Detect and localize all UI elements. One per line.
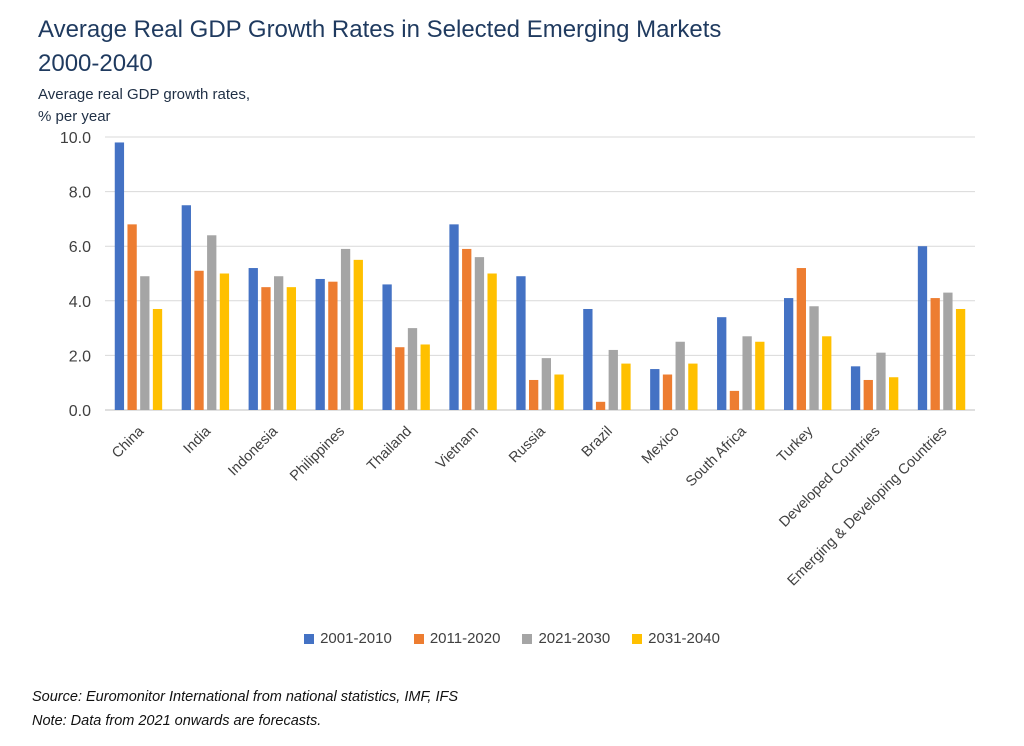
bar	[395, 347, 405, 410]
bar	[353, 259, 363, 410]
bar	[863, 379, 873, 410]
bar-chart: 0.0 2.0 4.0 6.0 8.0 10.0 China India Indonesia P…	[60, 130, 975, 589]
bar	[850, 366, 861, 410]
bar	[930, 298, 940, 410]
bar	[529, 379, 539, 410]
bar	[662, 374, 673, 410]
bar	[286, 287, 297, 410]
x-tick-label: Thailand	[364, 424, 415, 475]
bars	[114, 142, 966, 410]
y-axis-label-line1: Average real GDP growth rates,	[38, 86, 251, 103]
bar	[248, 268, 258, 410]
bar	[261, 287, 271, 410]
bar	[420, 344, 430, 410]
bar	[194, 270, 204, 410]
legend-item: 2021-2030	[522, 630, 610, 647]
bar	[621, 363, 631, 410]
chart-title-line1: Average Real GDP Growth Rates in Selecte…	[38, 16, 722, 43]
bar	[382, 284, 392, 410]
bar	[474, 257, 485, 410]
legend-label: 2011-2020	[429, 630, 501, 647]
y-axis-ticks: 0.0 2.0 4.0 6.0 8.0 10.0	[60, 130, 91, 420]
bar	[650, 369, 660, 410]
legend-label: 2001-2010	[320, 630, 392, 647]
x-axis-ticks: China India Indonesia Philippines Thailand Vi…	[109, 423, 950, 589]
bar	[207, 235, 217, 410]
x-tick-label: Indonesia	[225, 423, 281, 479]
x-tick-label: Vietnam	[433, 424, 482, 473]
y-tick-label: 6.0	[69, 239, 91, 256]
bar	[876, 352, 886, 410]
bar	[554, 374, 564, 410]
bar	[755, 341, 765, 410]
gridlines	[105, 136, 975, 411]
bar	[809, 306, 819, 410]
bar	[917, 246, 928, 410]
bar	[717, 317, 727, 410]
bar	[516, 276, 526, 410]
bar	[449, 224, 459, 410]
legend-label: 2031-2040	[648, 630, 720, 647]
bar	[127, 224, 137, 410]
chart-title-line2: 2000-2040	[38, 50, 153, 77]
legend-item: 2011-2020	[413, 630, 501, 647]
bar	[889, 377, 899, 410]
bar	[541, 358, 551, 410]
legend-swatch	[632, 633, 643, 644]
bar	[152, 308, 163, 410]
bar	[462, 248, 472, 410]
x-tick-label: Philippines	[287, 424, 348, 485]
y-tick-label: 2.0	[69, 348, 91, 365]
bar	[742, 336, 752, 410]
bar	[783, 298, 794, 410]
bar	[688, 363, 698, 410]
bar	[955, 308, 966, 410]
legend-item: 2001-2010	[304, 630, 392, 647]
x-tick-label: India	[181, 423, 215, 457]
y-tick-label: 10.0	[60, 130, 91, 147]
legend-swatch	[304, 633, 315, 644]
bar	[583, 308, 593, 410]
bar	[140, 276, 150, 410]
bar	[487, 273, 497, 410]
bar	[114, 142, 125, 410]
legend-swatch	[522, 633, 533, 644]
x-tick-label: Turkey	[774, 423, 817, 466]
x-tick-label: Mexico	[639, 424, 683, 468]
bar	[181, 205, 191, 410]
y-tick-label: 4.0	[69, 294, 91, 311]
bar	[407, 328, 418, 410]
bar	[595, 401, 606, 410]
x-tick-label: Brazil	[579, 424, 616, 461]
x-tick-label: South Africa	[683, 423, 750, 490]
y-tick-label: 0.0	[69, 403, 91, 420]
legend-label: 2021-2030	[538, 630, 611, 647]
bar	[340, 248, 351, 410]
bar	[315, 278, 325, 410]
x-tick-label: China	[109, 423, 148, 462]
bar	[274, 276, 284, 410]
x-tick-label: Russia	[506, 423, 549, 466]
bar	[943, 292, 953, 410]
y-axis-label-line2: % per year	[38, 108, 111, 125]
y-tick-label: 8.0	[69, 185, 91, 202]
bar	[328, 281, 338, 410]
legend-swatch	[413, 633, 424, 644]
legend: 2001-2010 2011-2020 2021-2030 2031-2040	[0, 630, 1024, 647]
bar	[822, 336, 832, 410]
bar	[608, 349, 618, 410]
source-note: Source: Euromonitor International from n…	[32, 689, 459, 705]
bar	[729, 390, 740, 410]
bar	[796, 268, 806, 410]
bar	[219, 273, 230, 410]
bar	[675, 341, 685, 410]
legend-item: 2031-2040	[632, 630, 720, 647]
forecast-note: Note: Data from 2021 onwards are forecas…	[32, 713, 322, 729]
